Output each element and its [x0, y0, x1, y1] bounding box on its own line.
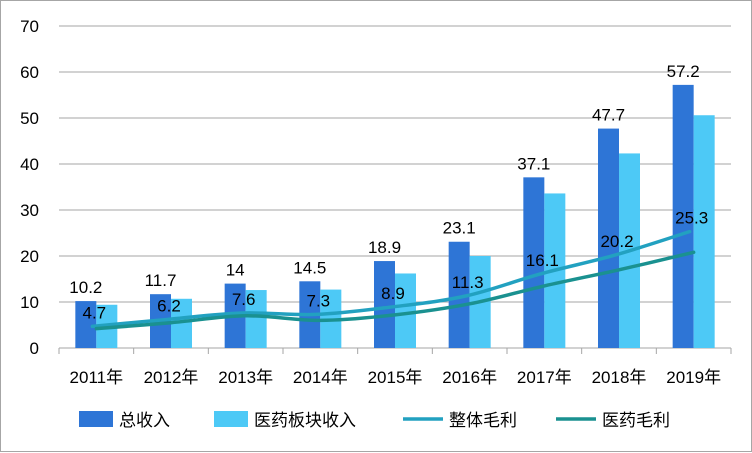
- x-tick-label: 2019年: [666, 368, 721, 387]
- x-tick-label: 2011年: [70, 368, 124, 387]
- y-tick-label: 60: [20, 63, 39, 82]
- bar-data-label: 18.9: [368, 238, 401, 257]
- bar-data-label: 14: [226, 261, 245, 280]
- legend-label: 医药毛利: [602, 411, 670, 431]
- y-tick-label: 0: [30, 339, 39, 358]
- legend-swatch: [79, 411, 113, 427]
- y-tick-label: 30: [20, 201, 39, 220]
- line-data-label: 6.2: [157, 296, 181, 315]
- x-tick-label: 2017年: [517, 368, 572, 387]
- x-tick-label: 2013年: [218, 368, 273, 387]
- bar-data-label: 23.1: [443, 219, 476, 238]
- x-tick-label: 2015年: [368, 368, 423, 387]
- legend-label: 总收入: [119, 411, 170, 431]
- bar-data-label: 11.7: [145, 271, 177, 290]
- x-tick-label: 2018年: [592, 368, 647, 387]
- line-data-label: 4.7: [83, 303, 107, 322]
- line-data-label: 7.3: [307, 291, 331, 310]
- line-data-label: 7.6: [232, 290, 256, 309]
- line-data-label: 25.3: [675, 209, 708, 228]
- bar-pharma-revenue: [694, 115, 715, 348]
- x-tick-label: 2014年: [293, 368, 348, 387]
- y-tick-label: 40: [20, 155, 39, 174]
- bar-data-label: 37.1: [517, 154, 550, 173]
- line-data-label: 8.9: [381, 284, 405, 303]
- bar-data-label: 47.7: [592, 106, 625, 125]
- bar-data-label: 10.2: [69, 278, 102, 297]
- bar-data-label: 57.2: [667, 62, 700, 81]
- legend-label: 整体毛利: [449, 411, 517, 431]
- x-tick-label: 2012年: [144, 368, 199, 387]
- line-data-label: 11.3: [452, 273, 484, 292]
- bar-total-revenue: [374, 261, 395, 348]
- y-tick-label: 10: [20, 293, 39, 312]
- y-tick-label: 70: [20, 17, 39, 36]
- y-tick-label: 20: [20, 247, 39, 266]
- y-tick-label: 50: [20, 109, 39, 128]
- line-data-label: 16.1: [526, 251, 559, 270]
- bar-data-label: 14.5: [293, 258, 326, 277]
- legend-label: 医药板块收入: [254, 411, 356, 431]
- line-data-label: 20.2: [600, 232, 633, 251]
- legend-swatch: [214, 411, 248, 427]
- legend-layer: 总收入 医药板块收入 整体毛利 医药毛利: [79, 411, 670, 431]
- x-tick-label: 2016年: [442, 368, 497, 387]
